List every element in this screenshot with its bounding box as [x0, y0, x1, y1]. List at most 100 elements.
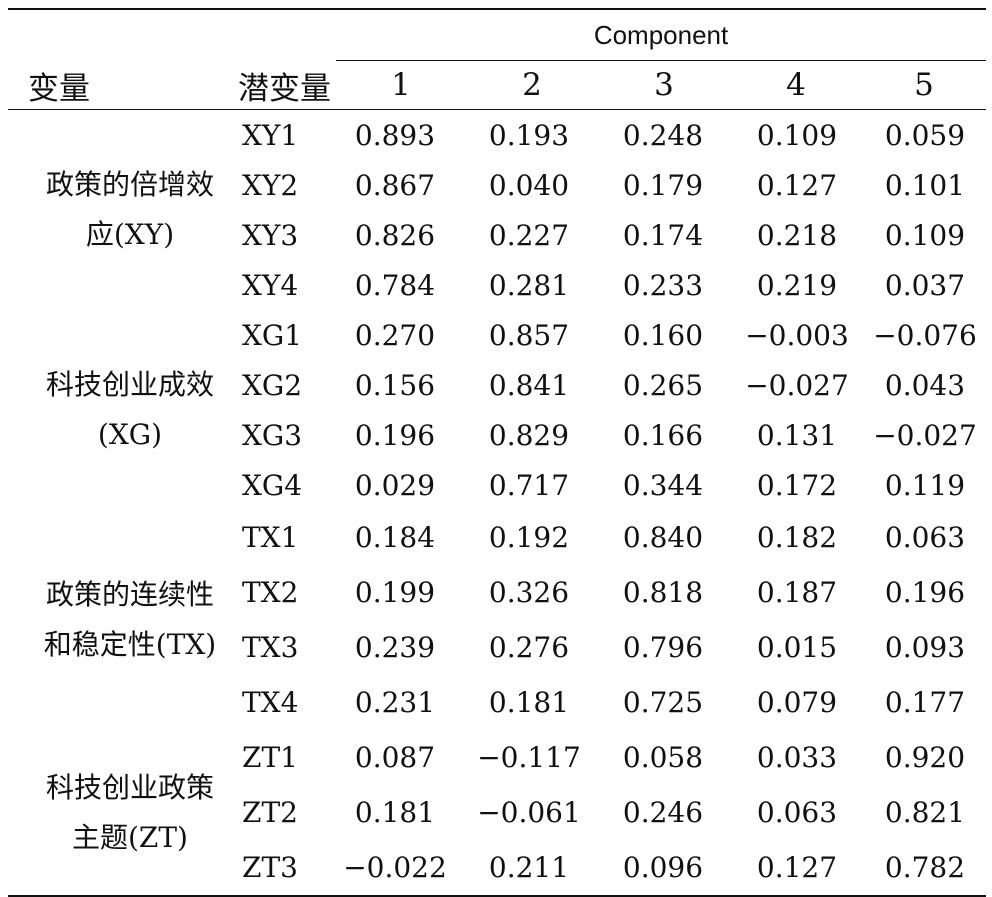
latent-item-cell: XG1: [242, 318, 303, 352]
latent-item-cell: ZT2: [242, 796, 298, 829]
loading-value-cell: 0.058: [622, 741, 704, 774]
loading-value-cell: 0.893: [354, 118, 436, 152]
loading-table: Component: [8, 10, 986, 60]
table-row: XG4 0.029 0.717 0.344 0.172 0.119: [8, 460, 986, 510]
loading-value-cell: 0.281: [488, 268, 570, 302]
latent-item-cell: XY3: [242, 218, 299, 252]
component-header: Component: [593, 19, 729, 50]
variable-name-line: 科技创业成效: [45, 368, 214, 401]
loading-value-cell: −0.117: [477, 741, 581, 774]
component-3-header: 3: [654, 67, 674, 103]
loading-value-cell: 0.127: [756, 168, 838, 202]
loading-value-cell: 0.857: [488, 318, 570, 352]
table-row: ZT3 −0.022 0.211 0.096 0.127 0.782: [8, 840, 986, 895]
table-row: TX3 0.239 0.276 0.796 0.015 0.093: [8, 620, 986, 675]
loading-value-cell: 0.177: [884, 686, 966, 719]
variable-header: 变量: [28, 70, 90, 107]
header-row-component: Component: [8, 10, 986, 60]
table-row: XY3 0.826 0.227 0.174 0.218 0.109: [8, 210, 986, 260]
loading-value-cell: 0.821: [884, 796, 966, 829]
loading-value-cell: 0.179: [622, 168, 704, 202]
table-row: XG3 0.196 0.829 0.166 0.131 −0.027: [8, 410, 986, 460]
loading-value-cell: 0.193: [488, 118, 570, 152]
loading-value-cell: 0.029: [354, 468, 436, 502]
loading-value-cell: 0.841: [488, 368, 570, 402]
loading-value-cell: 0.717: [488, 468, 570, 502]
variable-name-cell: 政策的倍增效 应(XY): [8, 110, 238, 310]
table-row: XY4 0.784 0.281 0.233 0.219 0.037: [8, 260, 986, 310]
loading-value-cell: 0.270: [354, 318, 436, 352]
latent-item-cell: TX2: [242, 576, 299, 609]
loading-value-cell: −0.076: [873, 318, 977, 352]
loading-value-cell: 0.043: [884, 368, 966, 402]
loading-value-cell: 0.231: [354, 686, 436, 719]
component-rule: [336, 60, 986, 61]
loading-value-cell: 0.087: [354, 741, 436, 774]
latent-item-cell: XY1: [242, 118, 299, 152]
loading-value-cell: 0.184: [354, 521, 436, 554]
variable-name-line: (XG): [97, 418, 163, 451]
loading-value-cell: 0.326: [488, 576, 570, 609]
table-row: XY2 0.867 0.040 0.179 0.127 0.101: [8, 160, 986, 210]
loading-value-cell: 0.211: [488, 851, 570, 884]
loading-value-cell: 0.059: [884, 118, 966, 152]
variable-name-cell: 科技创业成效 (XG): [8, 310, 238, 510]
latent-item-cell: TX4: [242, 686, 299, 719]
loading-value-cell: 0.156: [354, 368, 436, 402]
loading-value-cell: 0.187: [756, 576, 838, 609]
loading-value-cell: 0.093: [884, 631, 966, 664]
loading-value-cell: 0.276: [488, 631, 570, 664]
latent-item-cell: XG2: [242, 368, 303, 402]
loading-value-cell: 0.829: [488, 418, 570, 452]
loading-value-cell: 0.725: [622, 686, 704, 719]
loading-value-cell: 0.196: [354, 418, 436, 452]
variable-name-line: 主题(ZT): [72, 820, 188, 854]
table-row: TX2 0.199 0.326 0.818 0.187 0.196: [8, 565, 986, 620]
component-2-header: 2: [522, 67, 542, 103]
loading-value-cell: 0.096: [622, 851, 704, 884]
latent-item-cell: ZT3: [242, 851, 298, 884]
loading-value-cell: 0.227: [488, 218, 570, 252]
table-row: 科技创业成效 (XG) XG1 0.270 0.857 0.160 −0.003 −0.076: [8, 310, 986, 452]
loading-value-cell: −0.027: [873, 418, 977, 452]
variable-name-line: 科技创业政策: [45, 770, 214, 804]
loading-value-cell: 0.181: [488, 686, 570, 719]
component-5-header: 5: [914, 67, 934, 103]
loading-value-cell: 0.037: [884, 268, 966, 302]
loading-value-cell: 0.119: [884, 468, 966, 502]
loading-value-cell: 0.182: [756, 521, 838, 554]
loading-value-cell: 0.079: [756, 686, 838, 719]
loading-table-header: 变量 潜变量 1 2 3 4 5: [8, 61, 986, 109]
loading-value-cell: 0.040: [488, 168, 570, 202]
loading-value-cell: 0.131: [756, 418, 838, 452]
latent-item-cell: XY4: [242, 268, 299, 302]
variable-name-line: 政策的倍增效: [45, 168, 214, 201]
latent-item-cell: TX1: [242, 521, 299, 554]
loading-value-cell: −0.061: [477, 796, 581, 829]
loading-value-cell: 0.826: [354, 218, 436, 252]
latent-item-cell: TX3: [242, 631, 299, 664]
loading-value-cell: 0.063: [884, 521, 966, 554]
loading-value-cell: 0.784: [354, 268, 436, 302]
loading-value-cell: 0.160: [622, 318, 704, 352]
loading-value-cell: 0.233: [622, 268, 704, 302]
loading-value-cell: 0.239: [354, 631, 436, 664]
loading-value-cell: −0.003: [745, 318, 849, 352]
table-row: 政策的连续性 和稳定性(TX) TX1 0.184 0.192 0.840 0.182 0.0…: [8, 510, 986, 661]
table-row: TX4 0.231 0.181 0.725 0.079 0.177: [8, 675, 986, 730]
top-rule: [8, 8, 986, 10]
table-body: 政策的倍增效 应(XY) XY1 0.893 0.193 0.248 0.109 0.059 X…: [8, 110, 986, 895]
variable-name-cell: 科技创业政策 主题(ZT): [8, 730, 238, 895]
latent-header: 潜变量: [238, 70, 331, 107]
loading-value-cell: 0.174: [622, 218, 704, 252]
loading-value-cell: 0.033: [756, 741, 838, 774]
variable-name-line: 政策的连续性: [45, 578, 214, 611]
loading-value-cell: −0.022: [343, 851, 447, 884]
loading-value-cell: 0.127: [756, 851, 838, 884]
loading-value-cell: 0.101: [884, 168, 966, 202]
loading-value-cell: 0.265: [622, 368, 704, 402]
table-row: 政策的倍增效 应(XY) XY1 0.893 0.193 0.248 0.109 0.059: [8, 110, 986, 252]
latent-item-cell: XG4: [242, 468, 303, 502]
loading-value-cell: 0.063: [756, 796, 838, 829]
loading-value-cell: 0.344: [622, 468, 704, 502]
